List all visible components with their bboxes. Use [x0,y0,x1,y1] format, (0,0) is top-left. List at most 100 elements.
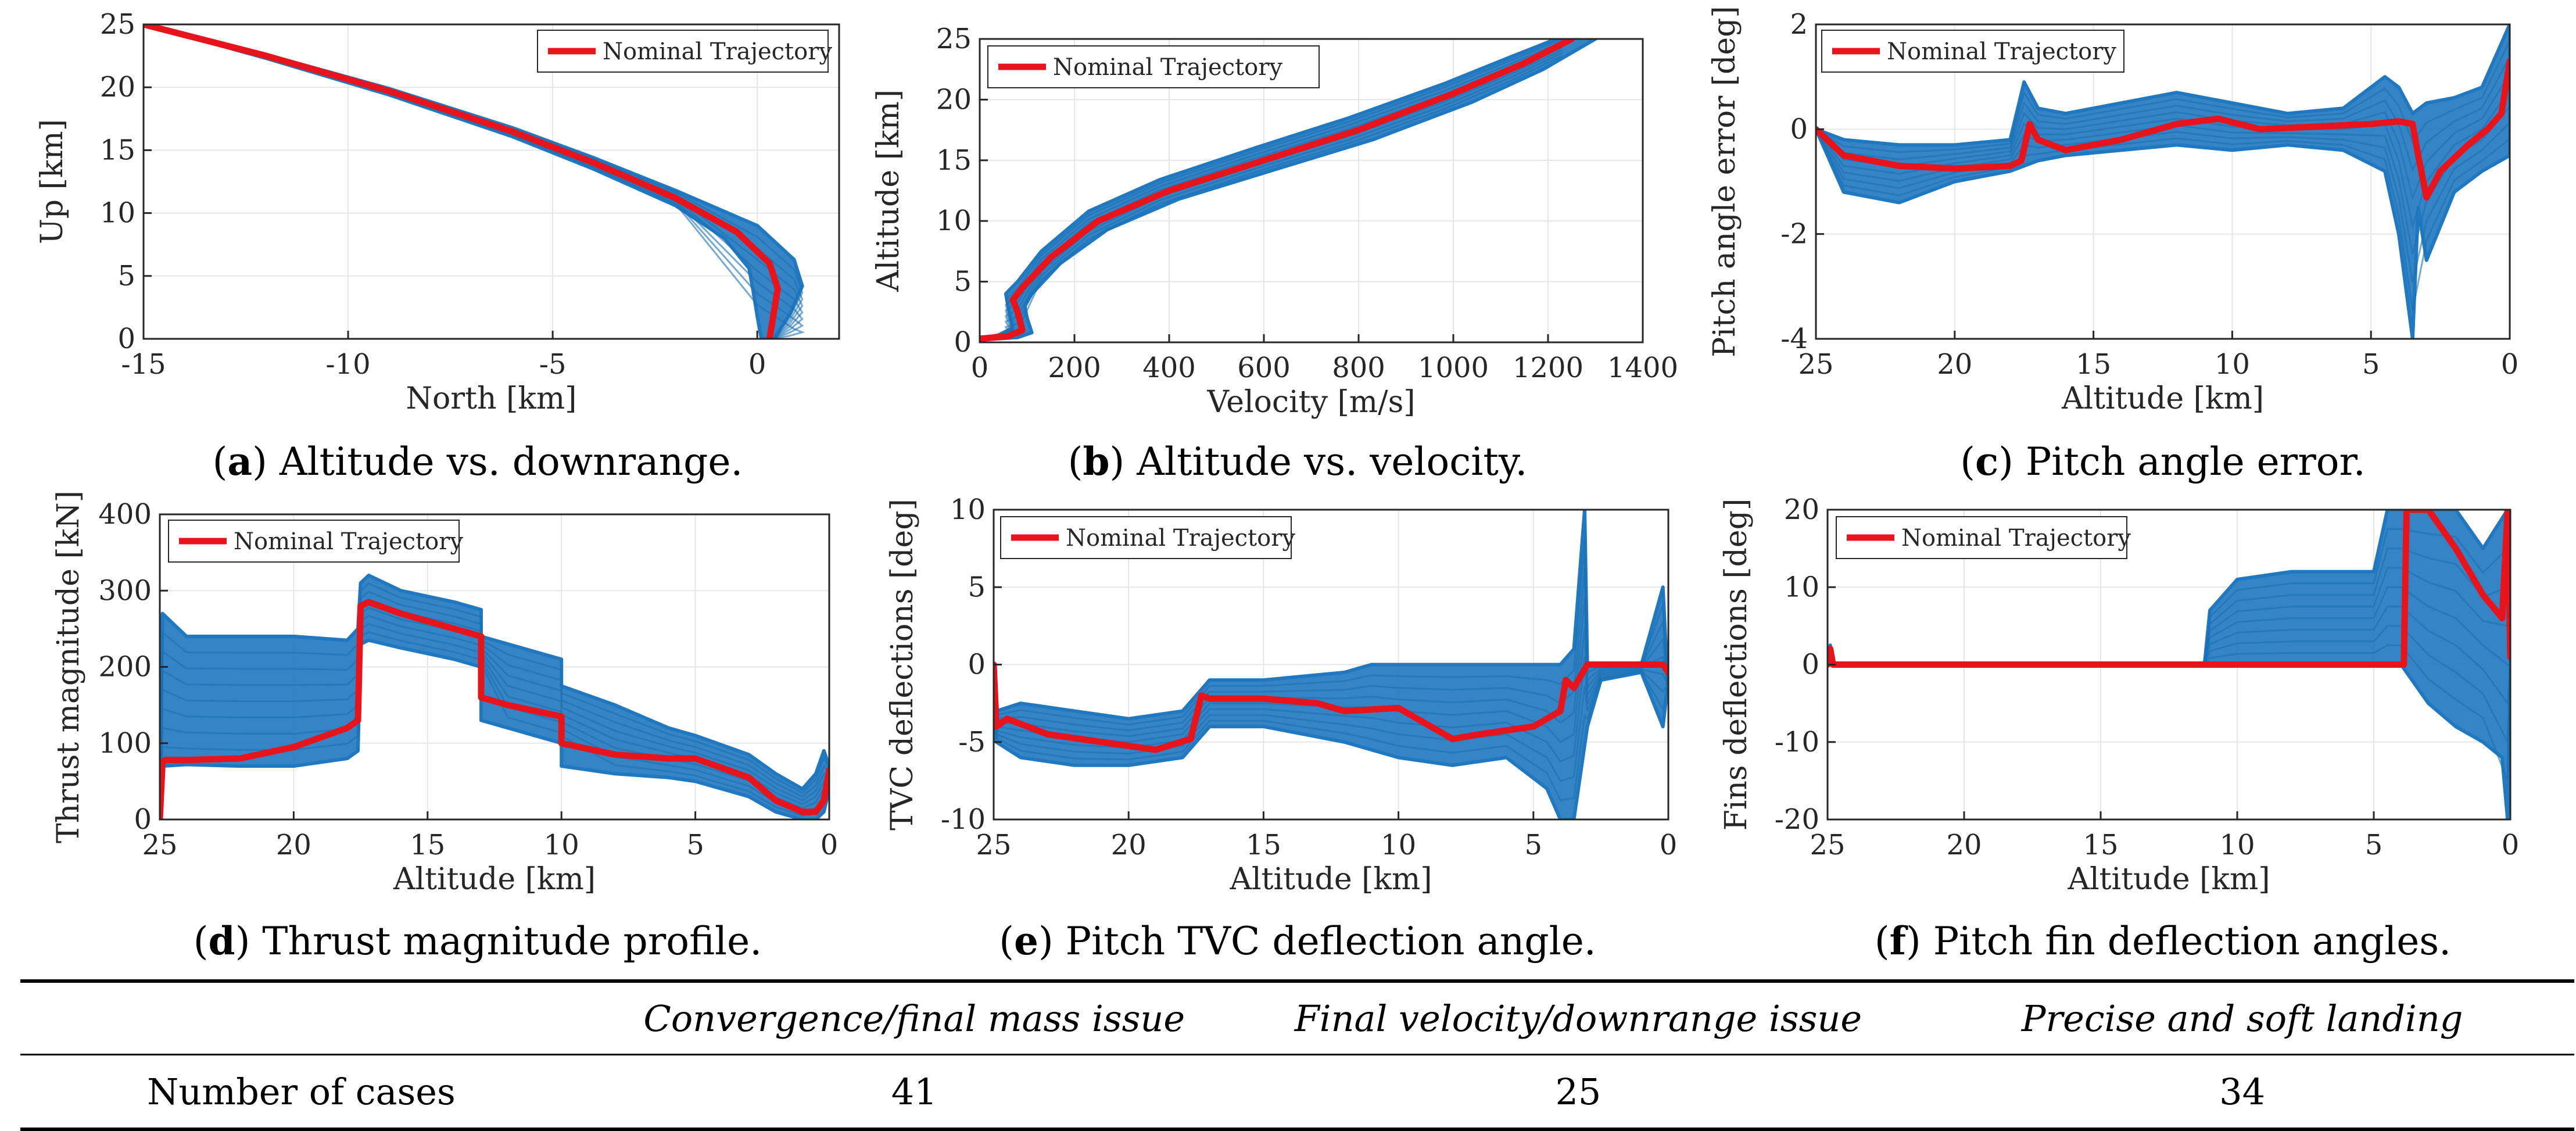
monte-carlo-band [144,24,804,339]
legend-label: Nominal Trajectory [1887,38,2116,65]
table-header-cell: Convergence/final mass issue [582,979,1246,1055]
x-tick-label: 400 [1142,352,1196,384]
chart-panel-a: -15 -10 -5 0 0 5 10 15 20 25 North [km] Up [km] Nomi… [35,8,840,416]
y-axis-label: Fins deflections [deg] [1719,499,1754,831]
caption-letter: b [1083,439,1110,484]
legend: Nominal Trajectory [1821,30,2124,73]
legend-label: Nominal Trajectory [1901,525,2131,552]
caption-paren: ) [1906,919,1921,964]
caption-letter: e [1013,918,1038,964]
y-tick-label: 25 [100,8,135,41]
table-cell: Number of cases [20,1054,582,1131]
x-tick-label: 15 [2076,348,2111,381]
plot-area [980,39,1597,342]
x-axis-label: Altitude [km] [1229,862,1432,897]
caption-letter: f [1889,918,1907,964]
caption-paren: ( [1960,439,1975,484]
legend: Nominal Trajectory [1000,516,1295,559]
caption-text: Thrust magnitude profile. [250,919,762,964]
y-tick-label: 0 [954,326,972,359]
y-tick-label: 5 [117,260,135,292]
y-axis-label: Altitude [km] [871,90,906,292]
table-header-cell: Precise and soft landing [1910,979,2574,1055]
monte-carlo-band [994,510,1668,819]
monte-carlo-member-line [1816,56,2510,173]
x-tick-label: 10 [2215,348,2250,381]
nominal-trajectory-line [144,24,781,339]
x-tick-label: 20 [1937,348,1972,381]
caption-letter: a [227,439,253,484]
monte-carlo-member-line [1816,73,2510,201]
y-tick-label: 0 [1801,649,1819,681]
caption-text: Pitch TVC deflection angle. [1053,919,1596,964]
legend: Nominal Trajectory [1836,516,2131,559]
y-axis-label: Up [km] [35,119,70,244]
caption-text: Pitch angle error. [2013,439,2366,484]
caption-paren: ( [1874,919,1890,964]
axes-box [1815,23,2511,340]
chart-panel-c: 25 20 15 10 5 0 -4 -2 0 2 Altitude [km] Pitch angle… [1707,6,2518,416]
plot-area [1828,510,2510,819]
nominal-trajectory-line [160,599,829,819]
caption-paren: ) [252,439,267,484]
axes-box [142,23,840,340]
y-axis-label: TVC deflections [deg] [885,499,920,831]
x-tick-label: 10 [2219,829,2255,861]
nominal-trajectory-line [1828,510,2510,668]
legend-label: Nominal Trajectory [603,38,832,65]
nominal-trajectory-line [1816,58,2510,201]
results-table: Convergence/final mass issue Final veloc… [20,979,2574,1131]
y-tick-label: 10 [936,205,972,237]
y-tick-label: 15 [936,144,972,177]
y-axis-label: Pitch angle error [deg] [1707,6,1742,357]
caption-letter: d [208,918,235,964]
monte-carlo-member-line [994,597,1668,738]
axes-box [979,38,1644,343]
y-tick-label: 2 [1790,8,1808,41]
caption-paren: ( [193,919,209,964]
subfigure-caption: (c) Pitch angle error. [1756,439,2570,484]
subfigure-caption: (e) Pitch TVC deflection angle. [891,918,1704,964]
caption-text: Altitude vs. downrange. [267,439,743,484]
caption-paren: ( [999,919,1014,964]
x-tick-label: 0 [821,829,839,861]
chart-panel-d: 25 20 15 10 5 0 0 100 200 300 400 Altitude [km] Thru… [51,491,838,897]
monte-carlo-band [1816,24,2510,339]
monte-carlo-member-line [994,664,1668,801]
y-tick-label: 100 [98,727,152,760]
x-tick-label: -5 [539,348,567,381]
x-tick-label: 25 [1798,348,1833,381]
x-tick-label: 15 [1246,829,1281,861]
x-tick-label: 5 [2365,829,2383,861]
monte-carlo-member-line [1816,128,2510,311]
table-header-cell: Final velocity/downrange issue [1246,979,1911,1055]
table-cell: 41 [582,1054,1246,1131]
caption-letter: c [1975,439,1999,484]
y-tick-label: 25 [936,23,972,55]
y-tick-label: -10 [941,803,986,836]
y-tick-label: 5 [968,571,986,603]
x-tick-label: 5 [686,829,704,861]
x-tick-label: 1200 [1513,352,1583,384]
x-tick-label: 5 [1525,829,1543,861]
x-tick-label: 800 [1332,352,1385,384]
monte-carlo-band [160,574,829,819]
y-tick-label: 0 [968,649,986,681]
monte-carlo-member-line [1816,40,2510,153]
table-row: Number of cases 41 25 34 [20,1054,2574,1131]
y-tick-label: -10 [1775,726,1819,758]
table-header-cell [20,979,582,1055]
y-tick-label: 10 [950,493,986,526]
y-tick-label: 0 [134,803,152,836]
y-tick-label: 20 [1784,493,1819,526]
x-tick-label: 20 [276,829,311,861]
monte-carlo-member-line [994,664,1668,782]
x-tick-label: 20 [1111,829,1147,861]
caption-paren: ) [1998,439,2013,484]
y-tick-label: 5 [954,266,972,298]
x-axis-label: Altitude [km] [393,862,596,897]
x-axis-label: North [km] [406,381,577,416]
x-tick-label: 1400 [1607,352,1678,384]
plot-area [144,24,805,339]
